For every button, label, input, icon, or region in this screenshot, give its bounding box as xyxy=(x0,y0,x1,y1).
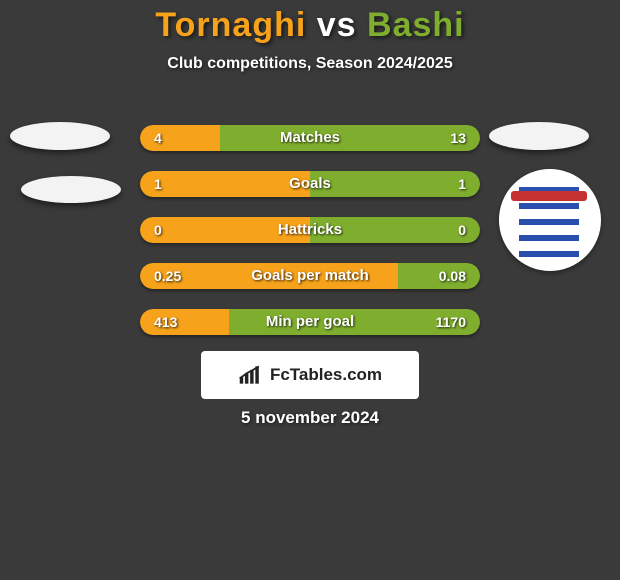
stat-row: 0.25 0.08Goals per match xyxy=(140,263,480,289)
stat-label: Hattricks xyxy=(140,217,480,243)
page-title: Tornaghi vs Bashi xyxy=(0,0,620,45)
subtitle: Club competitions, Season 2024/2025 xyxy=(0,55,620,73)
footer-date: 5 november 2024 xyxy=(0,408,620,428)
stat-row: 4 13Matches xyxy=(140,125,480,151)
stat-row: 413 1170Min per goal xyxy=(140,309,480,335)
brand-badge[interactable]: FcTables.com xyxy=(201,351,419,399)
stat-value-right: 1170 xyxy=(436,309,466,335)
stat-row: 0 0Hattricks xyxy=(140,217,480,243)
stat-label: Goals per match xyxy=(140,263,480,289)
stat-value-left: 4 xyxy=(154,125,162,151)
stat-row: 1 1Goals xyxy=(140,171,480,197)
stat-label: Goals xyxy=(140,171,480,197)
player-right-avatar-placeholder xyxy=(489,122,589,150)
stat-value-right: 1 xyxy=(458,171,466,197)
player-left-avatar-placeholder-1 xyxy=(10,122,110,150)
title-right: Bashi xyxy=(367,6,465,44)
club-badge-right xyxy=(499,169,601,271)
stat-label: Min per goal xyxy=(140,309,480,335)
stat-value-left: 413 xyxy=(154,309,177,335)
stat-label: Matches xyxy=(140,125,480,151)
stat-value-left: 1 xyxy=(154,171,162,197)
player-left-avatar-placeholder-2 xyxy=(21,176,121,203)
bar-chart-icon xyxy=(238,364,264,386)
stat-value-right: 0 xyxy=(458,217,466,243)
title-left: Tornaghi xyxy=(155,6,306,44)
club-badge-svg xyxy=(499,169,599,269)
stat-value-right: 0.08 xyxy=(439,263,466,289)
stat-value-left: 0.25 xyxy=(154,263,181,289)
title-vs: vs xyxy=(306,6,367,44)
stat-value-left: 0 xyxy=(154,217,162,243)
stats-bars: 413Matches11Goals00Hattricks0.250.08Goal… xyxy=(140,125,480,355)
brand-text: FcTables.com xyxy=(270,365,382,385)
stat-value-right: 13 xyxy=(450,125,466,151)
